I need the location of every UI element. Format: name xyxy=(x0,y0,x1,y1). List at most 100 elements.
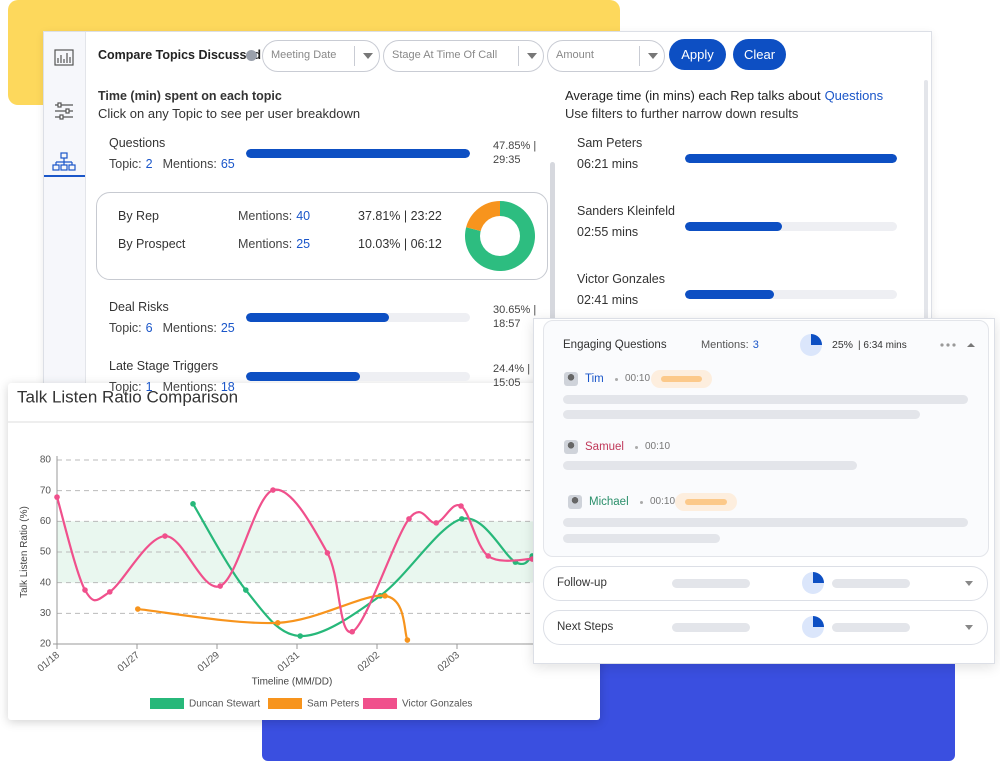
mentions-label: Mentions: xyxy=(162,157,217,171)
mini-pie xyxy=(802,572,824,594)
mentions-label: Mentions: xyxy=(238,237,293,251)
breakdown-mentions: Mentions: 40 xyxy=(238,208,310,224)
info-icon[interactable] xyxy=(246,50,257,61)
y-tick-label: 40 xyxy=(40,577,52,588)
reps-title-link[interactable]: Questions xyxy=(824,88,884,103)
filter-dropdown[interactable] xyxy=(383,40,544,72)
rep-time: 02:55 mins xyxy=(577,225,639,239)
rep-name: Sanders Kleinfeld xyxy=(577,204,675,218)
rep-bar xyxy=(685,154,897,163)
y-tick-label: 80 xyxy=(40,455,52,466)
rep-bar xyxy=(685,222,783,231)
x-tick-label: 01/27 xyxy=(116,650,143,675)
topic-label: Topic: xyxy=(109,380,142,394)
card-actions[interactable] xyxy=(938,338,978,352)
scrollbar xyxy=(924,80,928,320)
x-tick-label: 01/18 xyxy=(36,650,63,675)
topic-time: 18:57 xyxy=(493,318,521,330)
filter-title: Compare Topics Discussed xyxy=(98,48,262,62)
data-point xyxy=(243,587,249,593)
detail-duration: | 6:34 mins xyxy=(858,340,907,351)
y-axis-label: Talk Listen Ratio (%) xyxy=(19,506,30,598)
topic-name[interactable]: Deal Risks xyxy=(109,300,169,314)
data-point xyxy=(275,620,281,626)
skeleton-line xyxy=(563,534,720,543)
skeleton-line xyxy=(832,579,910,588)
topic-share: 24.4% | xyxy=(493,363,531,375)
topic-meta: Topic: 1 Mentions: 18 xyxy=(109,379,235,395)
breakdown-share: 10.03% | 06:12 xyxy=(358,237,442,251)
skeleton-line xyxy=(563,395,968,404)
legend-label: Victor Gonzales xyxy=(402,699,472,710)
rep-name: Victor Gonzales xyxy=(577,272,666,286)
separator-dot xyxy=(640,501,643,504)
topic-time: 15:05 xyxy=(493,377,521,389)
rep-time: 02:41 mins xyxy=(577,293,639,307)
topic-time: 29:35 xyxy=(493,154,521,166)
topic-name[interactable]: Late Stage Triggers xyxy=(109,359,219,373)
topic-bar-track xyxy=(246,372,470,381)
sidebar-icons xyxy=(44,49,85,177)
hierarchy-icon[interactable] xyxy=(52,152,76,171)
mentions-value: 65 xyxy=(220,157,235,171)
skeleton-line xyxy=(672,623,750,632)
data-point xyxy=(135,606,141,612)
topic-bar xyxy=(246,372,361,381)
skeleton-line xyxy=(563,461,857,470)
topic-share: 47.85% | xyxy=(493,140,537,152)
x-tick-label: 02/02 xyxy=(356,650,383,675)
mentions-value: 3 xyxy=(752,339,759,351)
topic-count: 1 xyxy=(145,380,153,394)
topic-label: Topic: xyxy=(109,157,142,171)
mentions-label: Mentions: xyxy=(701,339,749,351)
collapsed-row[interactable] xyxy=(543,566,988,601)
collapsed-title: Next Steps xyxy=(557,621,614,633)
clear-button[interactable]: Clear xyxy=(733,39,786,70)
topic-name[interactable]: Questions xyxy=(109,136,166,150)
breakdown-name: By Rep xyxy=(118,209,159,223)
x-tick-label: 01/29 xyxy=(196,650,223,675)
filter-caret xyxy=(648,53,658,59)
chart-title: Talk Listen Ratio Comparison xyxy=(17,387,238,406)
apply-button[interactable]: Apply xyxy=(669,39,726,70)
topic-label: Topic: xyxy=(109,321,142,335)
scrollbar xyxy=(550,162,555,385)
rep-bar xyxy=(685,290,775,299)
filter-dropdown[interactable] xyxy=(262,40,380,72)
speaker-time: 00:10 xyxy=(625,373,651,384)
filter-icon[interactable] xyxy=(55,102,73,120)
filter-dropdown[interactable] xyxy=(547,40,665,72)
donut-hole xyxy=(480,216,520,256)
filter-divider xyxy=(518,46,519,66)
highlight-bar xyxy=(685,499,727,505)
x-axis-label: Timeline (MM/DD) xyxy=(252,677,333,688)
data-point xyxy=(54,494,60,500)
speaker-time: 00:10 xyxy=(645,441,671,452)
breakdown-share: 37.81% | 23:22 xyxy=(358,209,442,223)
rep-bar-track xyxy=(685,222,897,231)
mentions-value: 18 xyxy=(220,380,235,394)
data-point xyxy=(406,516,412,522)
data-point xyxy=(485,553,492,559)
collapsed-row[interactable] xyxy=(543,610,988,645)
chart-icon[interactable] xyxy=(54,49,74,66)
mentions-label: Mentions: xyxy=(162,321,217,335)
rep-time: 06:21 mins xyxy=(577,157,639,171)
y-tick-label: 70 xyxy=(40,485,52,496)
topic-bar xyxy=(246,149,470,158)
reps-title-row: Average time (in mins) each Rep talks ab… xyxy=(565,88,883,104)
rep-bar-track xyxy=(685,154,897,163)
topic-bar-track xyxy=(246,313,470,322)
mini-pie xyxy=(802,616,824,638)
topic-card xyxy=(543,320,989,557)
reps-title: Average time (in mins) each Rep talks ab… xyxy=(565,88,821,103)
filter-label: Amount xyxy=(556,49,594,61)
data-point xyxy=(349,628,356,635)
expand-caret xyxy=(965,625,973,630)
data-point xyxy=(404,637,411,643)
data-point xyxy=(217,583,223,589)
data-point xyxy=(107,589,113,595)
detail-pie xyxy=(800,334,822,356)
skeleton-line xyxy=(832,623,910,632)
y-tick-label: 20 xyxy=(40,639,52,650)
